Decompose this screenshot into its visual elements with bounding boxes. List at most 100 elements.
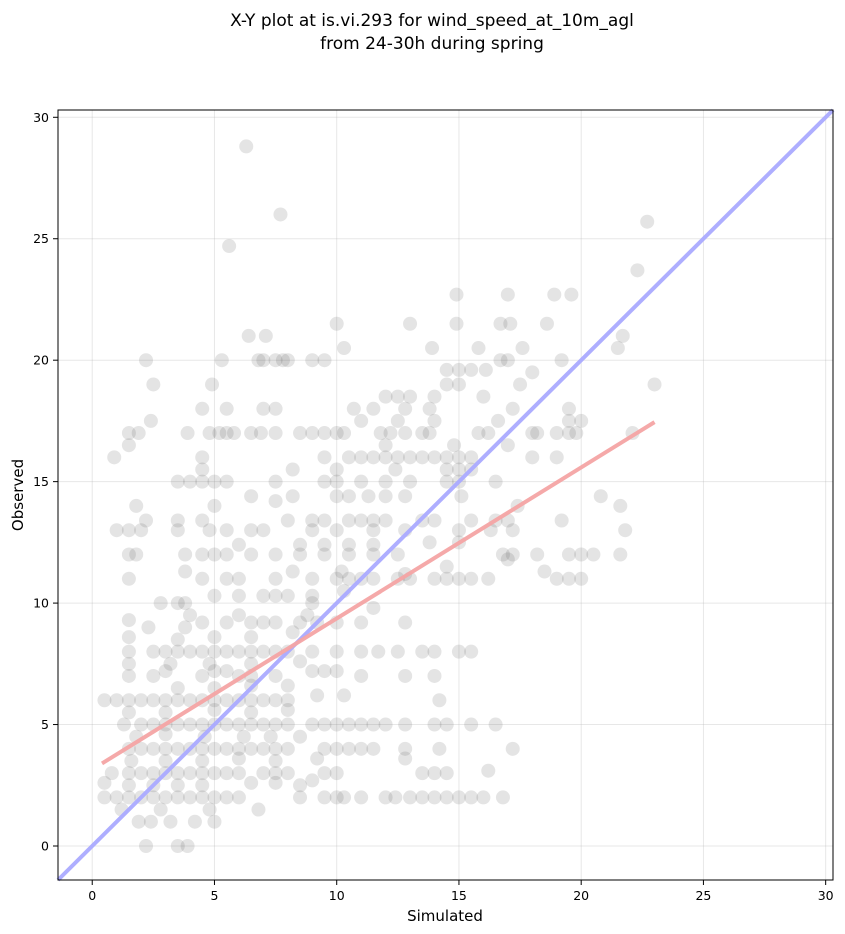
data-point bbox=[403, 790, 418, 805]
data-point bbox=[329, 316, 344, 331]
data-point bbox=[481, 763, 496, 778]
data-point bbox=[244, 693, 259, 708]
data-point bbox=[109, 523, 124, 538]
data-point bbox=[341, 547, 356, 562]
data-point bbox=[398, 741, 413, 756]
data-point bbox=[515, 341, 530, 356]
data-point bbox=[219, 790, 234, 805]
data-point bbox=[317, 717, 332, 732]
data-point bbox=[256, 588, 271, 603]
data-point bbox=[207, 588, 222, 603]
data-point bbox=[640, 214, 655, 229]
data-point bbox=[481, 571, 496, 586]
data-point bbox=[268, 353, 283, 368]
data-point bbox=[121, 426, 136, 441]
data-point bbox=[268, 426, 283, 441]
data-point bbox=[505, 547, 520, 562]
data-point bbox=[231, 644, 246, 659]
data-point bbox=[488, 717, 503, 732]
data-point bbox=[574, 571, 589, 586]
data-point bbox=[227, 426, 242, 441]
data-point bbox=[537, 564, 552, 579]
data-point bbox=[231, 717, 246, 732]
data-point bbox=[346, 401, 361, 416]
data-point bbox=[317, 664, 332, 679]
data-point bbox=[354, 413, 369, 428]
data-point bbox=[141, 620, 156, 635]
data-point bbox=[219, 693, 234, 708]
data-point bbox=[146, 790, 161, 805]
data-point bbox=[398, 668, 413, 683]
data-point bbox=[178, 596, 193, 611]
data-point bbox=[329, 766, 344, 781]
data-point bbox=[505, 523, 520, 538]
y-tick-label: 25 bbox=[33, 231, 49, 246]
data-point bbox=[354, 474, 369, 489]
data-point bbox=[109, 693, 124, 708]
data-point bbox=[495, 790, 510, 805]
data-point bbox=[329, 664, 344, 679]
data-point bbox=[464, 450, 479, 465]
data-point bbox=[202, 426, 217, 441]
data-point bbox=[158, 727, 173, 742]
data-point bbox=[219, 571, 234, 586]
data-point bbox=[554, 513, 569, 528]
data-point bbox=[107, 450, 122, 465]
data-point bbox=[398, 426, 413, 441]
data-point bbox=[244, 523, 259, 538]
data-point bbox=[561, 571, 576, 586]
data-point bbox=[427, 668, 442, 683]
data-point bbox=[513, 377, 528, 392]
data-point bbox=[415, 790, 430, 805]
data-point bbox=[366, 450, 381, 465]
data-point bbox=[439, 790, 454, 805]
data-point bbox=[256, 741, 271, 756]
data-point bbox=[451, 790, 466, 805]
data-point bbox=[253, 426, 268, 441]
data-point bbox=[268, 571, 283, 586]
data-point bbox=[464, 717, 479, 732]
data-point bbox=[383, 426, 398, 441]
data-point bbox=[432, 693, 447, 708]
data-point bbox=[158, 753, 173, 768]
data-point bbox=[268, 474, 283, 489]
data-point bbox=[390, 413, 405, 428]
data-point bbox=[207, 766, 222, 781]
data-point bbox=[317, 513, 332, 528]
data-point bbox=[219, 547, 234, 562]
data-point bbox=[354, 668, 369, 683]
data-point bbox=[195, 571, 210, 586]
data-point bbox=[231, 766, 246, 781]
data-point bbox=[549, 450, 564, 465]
data-point bbox=[121, 644, 136, 659]
data-point bbox=[280, 588, 295, 603]
data-point bbox=[153, 596, 168, 611]
data-point bbox=[219, 664, 234, 679]
data-point bbox=[500, 552, 515, 567]
data-points bbox=[97, 139, 662, 853]
data-point bbox=[615, 328, 630, 343]
data-point bbox=[373, 426, 388, 441]
data-point bbox=[280, 513, 295, 528]
data-point bbox=[451, 644, 466, 659]
data-point bbox=[219, 766, 234, 781]
x-tick-label: 0 bbox=[88, 888, 96, 903]
data-point bbox=[104, 766, 119, 781]
data-point bbox=[337, 688, 352, 703]
data-point bbox=[398, 717, 413, 732]
data-point bbox=[268, 741, 283, 756]
data-point bbox=[427, 644, 442, 659]
data-point bbox=[317, 426, 332, 441]
data-point bbox=[317, 547, 332, 562]
data-point bbox=[305, 571, 320, 586]
data-point bbox=[280, 678, 295, 693]
data-point bbox=[618, 523, 633, 538]
data-point bbox=[329, 571, 344, 586]
data-point bbox=[263, 729, 278, 744]
data-point bbox=[329, 426, 344, 441]
data-point bbox=[354, 615, 369, 630]
data-point bbox=[170, 523, 185, 538]
data-point bbox=[268, 547, 283, 562]
data-point bbox=[432, 741, 447, 756]
data-point bbox=[207, 702, 222, 717]
